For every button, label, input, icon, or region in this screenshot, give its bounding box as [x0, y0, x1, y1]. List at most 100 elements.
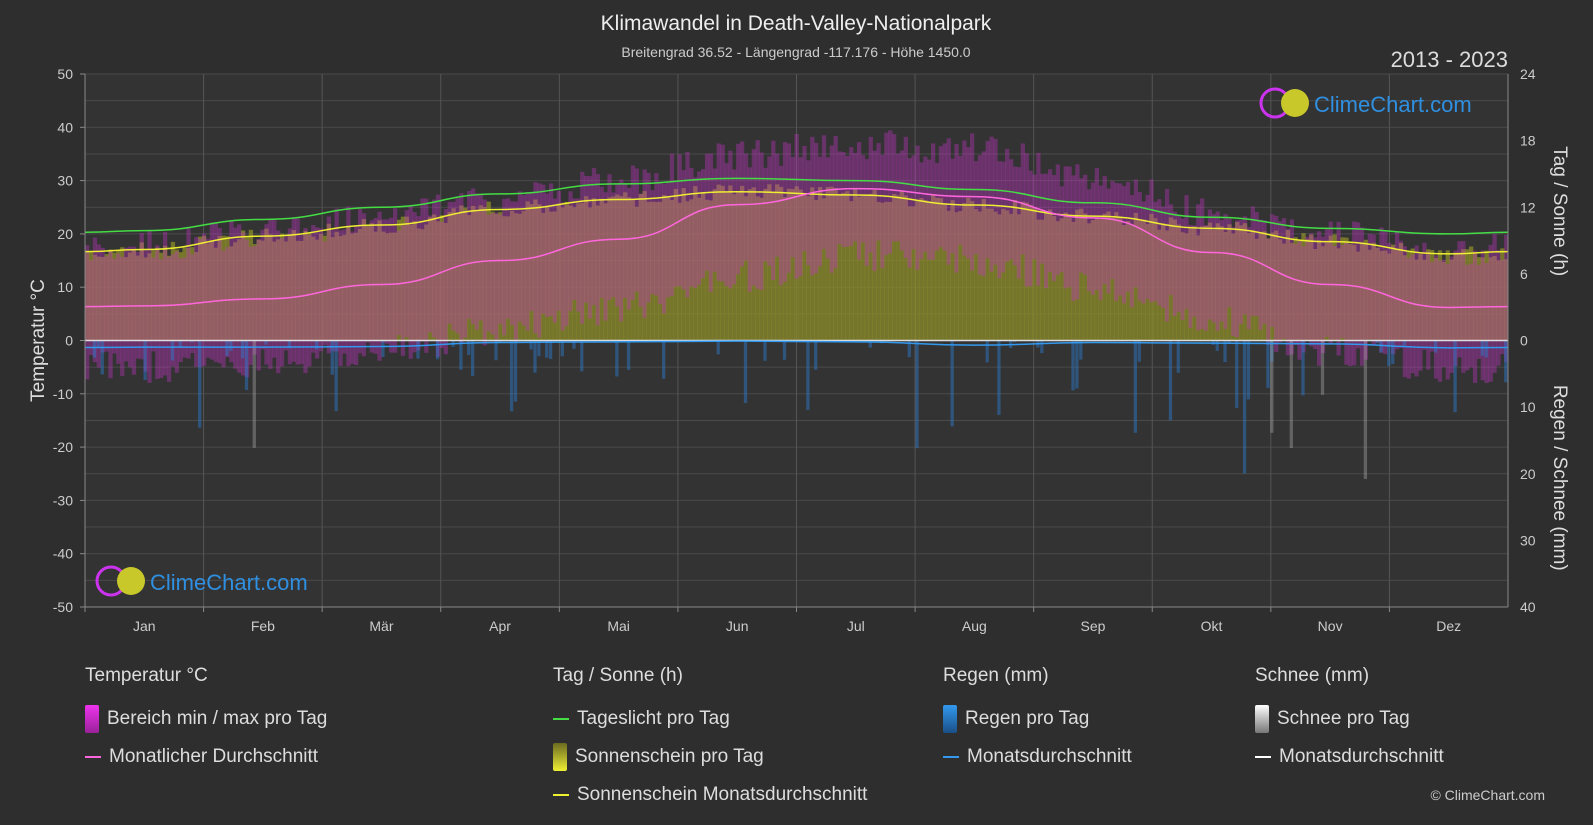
temp-range-bar [1262, 220, 1267, 324]
temp-range-bar [194, 237, 199, 367]
rain-bar [743, 340, 748, 404]
temp-range-bar [864, 159, 870, 266]
temp-range-bar [619, 179, 624, 322]
sunshine-bar [1484, 250, 1489, 341]
daylight-line [84, 177, 1509, 235]
sunshine-bar [884, 201, 889, 341]
temp-range-bar [420, 198, 425, 342]
sunshine-bar [307, 232, 312, 341]
sunshine-bar [868, 193, 873, 341]
sunshine-bar [946, 210, 951, 341]
sunshine-bar [1316, 240, 1322, 341]
rain-bar [498, 340, 502, 343]
y-axis-title-precip: Regen / Schnee (mm) [1549, 385, 1570, 571]
sunshine-bar [1246, 233, 1252, 341]
temp-range-bar [919, 162, 924, 259]
temp-range-bar [759, 152, 764, 291]
sunshine-bar [853, 188, 858, 341]
sunshine-bar [182, 247, 187, 341]
temp-range-bar [494, 212, 499, 342]
sunshine-bar [1488, 257, 1493, 341]
sunshine-bar [704, 199, 710, 341]
temp-range-bar [1047, 169, 1053, 273]
sunshine-bar [1219, 226, 1224, 341]
sunshine-bar [1180, 232, 1185, 341]
sunshine-bar [1430, 250, 1435, 341]
temp-range-bar [1067, 166, 1072, 288]
sunshine-bar [198, 236, 203, 341]
temp-range-bar [1469, 263, 1474, 368]
sunshine-bar [732, 194, 737, 341]
temp-range-bar [942, 143, 947, 251]
sunshine-bar [1500, 248, 1505, 341]
temp-range-bar [1324, 228, 1330, 337]
sunshine-bar [860, 195, 866, 341]
sunshine-bar [1465, 249, 1470, 341]
sunshine-bar [556, 203, 562, 341]
temp-range-bar [1422, 242, 1427, 350]
y-tick-label-temp: 20 [57, 226, 73, 242]
temp-range-bar [1316, 231, 1322, 366]
temp-range-bar [1242, 216, 1248, 315]
x-tick-label: Aug [962, 618, 987, 634]
rain-bar [580, 340, 584, 372]
sunshine-bar [1005, 210, 1010, 341]
rain-avg-line [84, 340, 1509, 349]
temp-range-bar [92, 237, 98, 363]
temp-range-bar [794, 133, 799, 279]
sunshine-bar [1196, 235, 1201, 341]
temp-range-bar [599, 186, 604, 299]
y-tick-label-temp: 10 [57, 279, 73, 295]
temp-range-bar [1028, 170, 1033, 287]
sunshine-bar [880, 202, 885, 341]
sunshine-bar [1305, 238, 1310, 341]
temp-range-bar [1164, 188, 1170, 322]
y-tick-label-temp: 30 [57, 173, 73, 189]
temp-range-bar [1157, 199, 1162, 306]
x-tick-label: Apr [489, 618, 511, 634]
temp-range-bar [1383, 231, 1388, 355]
legend-label: Monatlicher Durchschnitt [109, 746, 319, 767]
temp-range-bar [966, 147, 971, 259]
temp-range-bar [603, 192, 608, 321]
sunshine-bar [919, 198, 924, 341]
sunshine-bar [127, 252, 133, 341]
temp-range-bar [1387, 243, 1392, 346]
temp-range-bar [182, 257, 187, 358]
sunshine-bar [295, 240, 300, 341]
sunshine-bar [1192, 226, 1197, 341]
temp-range-bar [108, 250, 113, 379]
temp-range-bar [521, 194, 526, 326]
sunshine-bar [240, 230, 246, 341]
rain-bar [1453, 340, 1457, 413]
temp-range-bar [693, 177, 698, 289]
legend-group-snow: Schnee (mm) Schnee pro Tag Monatsdurchsc… [1255, 662, 1444, 776]
legend-item: Sonnenschein pro Tag [553, 738, 867, 776]
sunshine-bar [186, 248, 191, 341]
temp-range-bar [1394, 231, 1400, 350]
rain-bar [763, 340, 767, 361]
sunshine-bar [545, 206, 550, 341]
rain-bar [92, 340, 97, 358]
rain-bar [1040, 340, 1044, 354]
sunshine-bar [1426, 249, 1431, 341]
temp-range-bar [217, 228, 222, 364]
temp-range-bar [681, 170, 686, 290]
sunshine-bar [1098, 219, 1103, 341]
sunshine-bar [474, 209, 480, 341]
temp-range-bar [377, 211, 382, 361]
legend-group-title: Schnee (mm) [1255, 665, 1370, 686]
temp-range-bar [459, 193, 464, 344]
temp-range-bar [85, 245, 90, 380]
temp-range-bar [790, 156, 795, 258]
y-tick-label-temp: 0 [65, 333, 73, 349]
sunshine-bar [958, 211, 963, 341]
temp-range-bar [626, 187, 632, 310]
y-tick-label-hours: 24 [1520, 66, 1536, 82]
sunshine-bar [143, 257, 148, 341]
sunshine-bar [548, 211, 554, 341]
sunshine-bar [775, 184, 780, 341]
sunshine-bar [428, 217, 433, 341]
sunshine-bar [529, 204, 534, 341]
rain-bar [459, 340, 463, 370]
